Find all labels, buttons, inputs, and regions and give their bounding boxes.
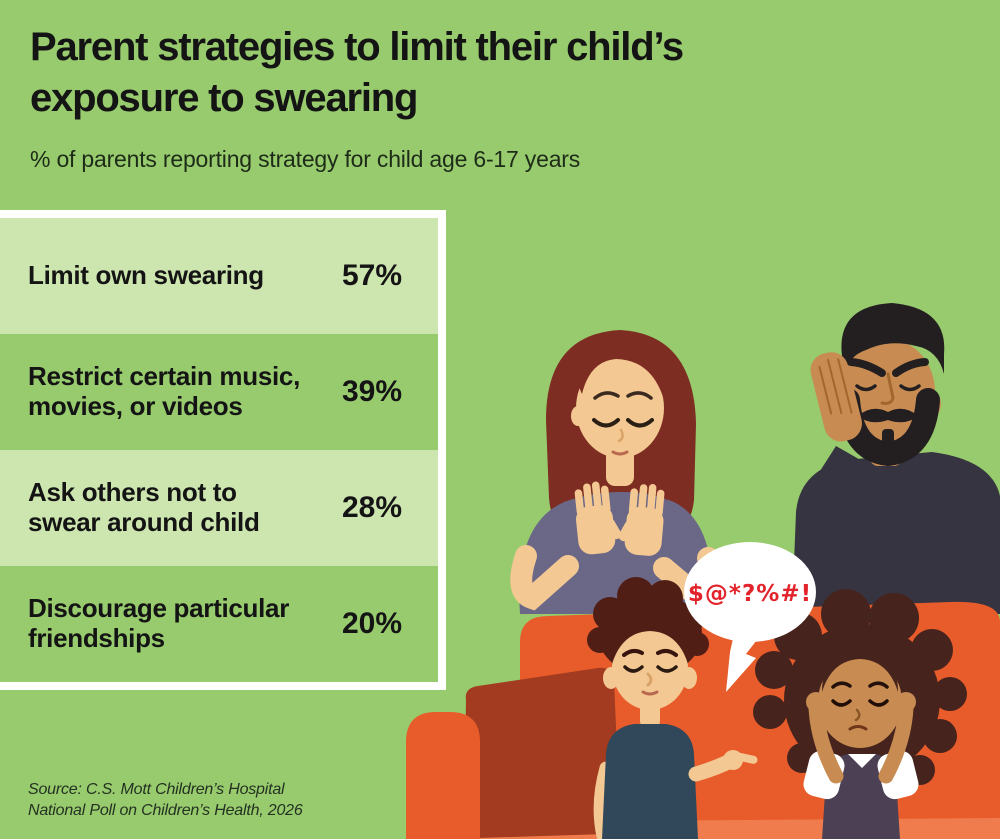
strategy-value: 28% bbox=[342, 491, 403, 524]
table-row: Ask others not to swear around child 28% bbox=[0, 450, 438, 566]
strategy-value: 57% bbox=[342, 259, 403, 292]
table-row: Discourage particular friendships 20% bbox=[0, 566, 438, 682]
speech-bubble: $@*?%#! bbox=[684, 542, 816, 692]
illustration-girl bbox=[753, 589, 967, 839]
strategy-value: 39% bbox=[342, 375, 403, 408]
table-row: Restrict certain music, movies, or video… bbox=[0, 334, 438, 450]
illustration-mother bbox=[510, 330, 724, 614]
illustration-father bbox=[792, 303, 1000, 614]
family-illustration: $@*?%#! bbox=[406, 303, 1000, 839]
strategy-label: Ask others not to swear around child bbox=[28, 477, 260, 537]
strategy-value: 20% bbox=[342, 607, 403, 640]
table-row: Limit own swearing 57% bbox=[0, 218, 438, 334]
source-citation: Source: C.S. Mott Children’s Hospital Na… bbox=[28, 781, 303, 820]
page-subtitle: % of parents reporting strategy for chil… bbox=[30, 146, 581, 172]
illustration-boy bbox=[587, 577, 758, 839]
strategy-label: Restrict certain music, movies, or video… bbox=[28, 361, 300, 421]
page-title: Parent strategies to limit their child’s… bbox=[30, 25, 684, 120]
strategy-label: Limit own swearing bbox=[28, 260, 264, 291]
strategy-table: Limit own swearing 57% Restrict certain … bbox=[0, 210, 446, 690]
couch-pillow bbox=[464, 667, 621, 838]
swear-symbols-text: $@*?%#! bbox=[688, 581, 812, 607]
strategy-label: Discourage particular friendships bbox=[28, 593, 290, 653]
